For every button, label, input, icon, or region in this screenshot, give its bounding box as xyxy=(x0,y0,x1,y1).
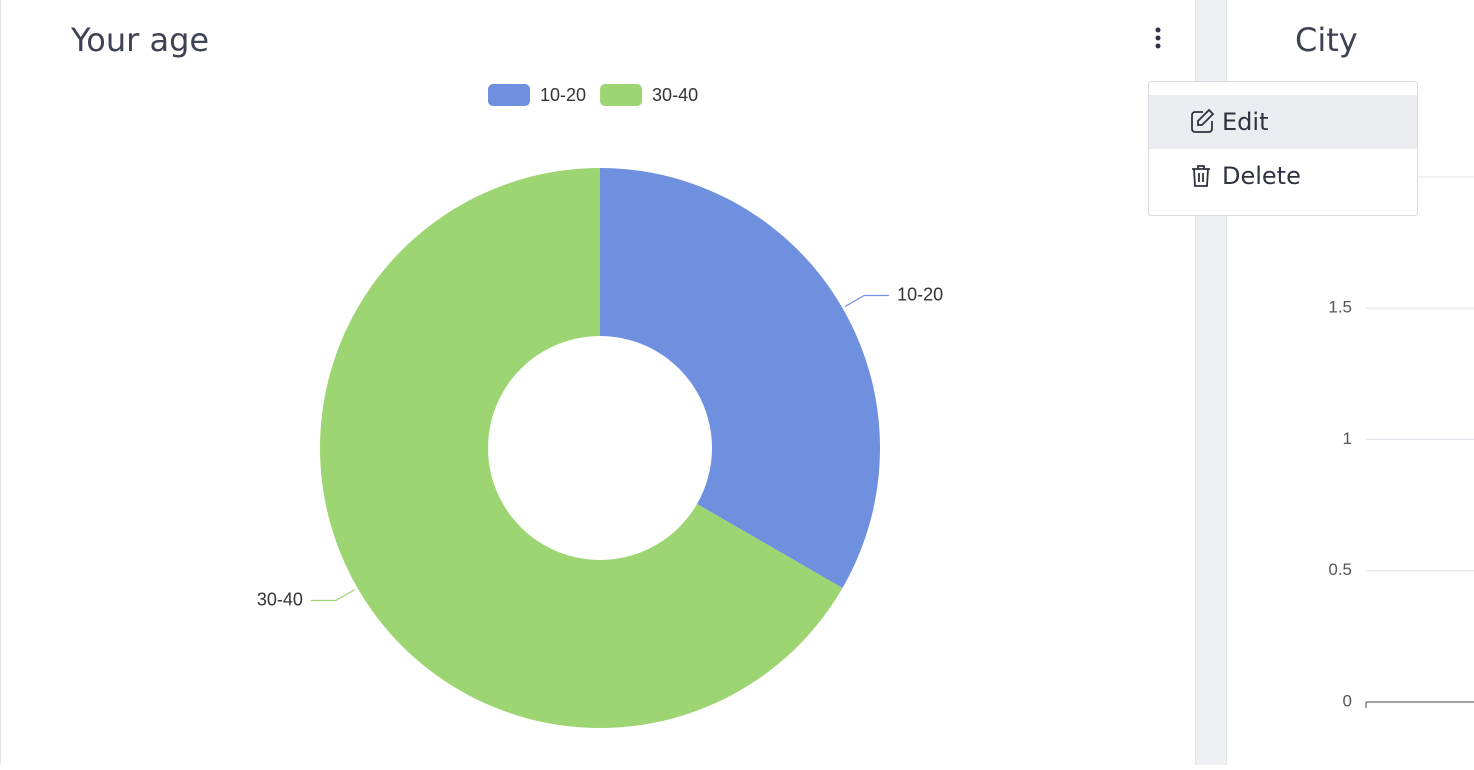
menu-item-delete[interactable]: Delete xyxy=(1192,162,1301,190)
pie-slice xyxy=(319,168,843,728)
legend-swatch xyxy=(600,84,643,106)
menu-item-highlight xyxy=(1149,95,1417,149)
menu-item-edit[interactable]: Edit xyxy=(1149,95,1417,149)
city-chart: 00.511.52 xyxy=(1328,166,1474,710)
dot xyxy=(1155,27,1161,33)
slice-label: 10-20 xyxy=(897,284,943,304)
pie-slice xyxy=(600,168,880,588)
chart-title: City xyxy=(1295,21,1358,59)
legend-label: 10-20 xyxy=(540,85,586,105)
label-leader xyxy=(310,588,356,602)
slice-label: 30-40 xyxy=(257,589,303,609)
y-tick-label: 0.5 xyxy=(1328,560,1352,579)
age-chart: 10-20 30-40 10-20 30-40 xyxy=(257,84,943,728)
dot xyxy=(1155,35,1161,41)
y-tick-label: 1 xyxy=(1343,429,1352,448)
legend-swatch xyxy=(488,84,530,106)
legend-label: 30-40 xyxy=(652,85,698,105)
y-tick-label: 1.5 xyxy=(1328,298,1352,317)
kebab-menu-button[interactable] xyxy=(1155,27,1161,49)
edit-icon xyxy=(1191,108,1215,133)
chart-title: Your age xyxy=(70,21,209,59)
delete-icon xyxy=(1192,165,1210,187)
menu-item-label: Edit xyxy=(1222,108,1268,136)
menu-item-label: Delete xyxy=(1222,162,1301,190)
label-leader xyxy=(844,294,890,308)
context-menu: Edit Delete xyxy=(1148,81,1418,216)
dot xyxy=(1155,43,1161,49)
y-tick-label: 0 xyxy=(1343,691,1352,710)
